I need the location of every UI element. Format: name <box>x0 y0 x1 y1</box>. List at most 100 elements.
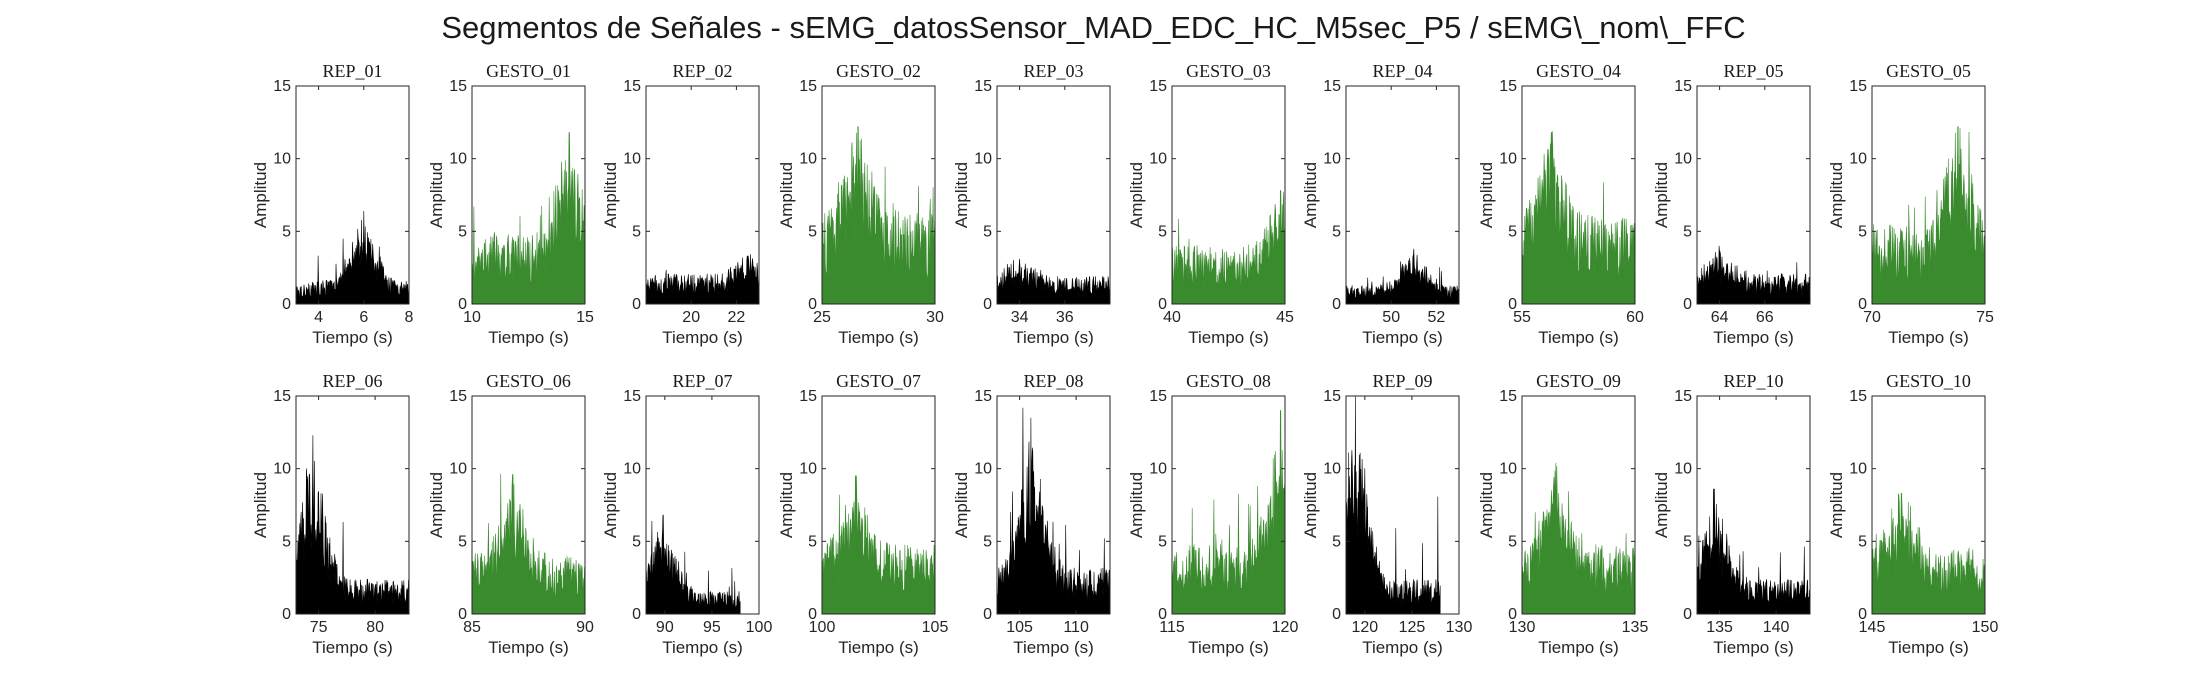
y-tick-label: 0 <box>458 296 467 313</box>
y-tick-label: 10 <box>1149 151 1167 168</box>
y-tick-label: 0 <box>458 606 467 623</box>
subplot-title: GESTO_10 <box>1886 371 1971 391</box>
signal-trace <box>1345 395 1441 615</box>
y-tick-label: 5 <box>1508 533 1517 550</box>
x-axis-label: Tiempo (s) <box>1888 638 1969 657</box>
y-axis-label: Amplitud <box>1652 472 1671 538</box>
axes-box <box>1345 85 1460 305</box>
y-tick-label: 10 <box>1323 461 1341 478</box>
x-axis-label: Tiempo (s) <box>838 638 919 657</box>
x-axis-label: Tiempo (s) <box>1188 638 1269 657</box>
x-tick-label: 120 <box>1272 619 1299 636</box>
x-tick-label: 145 <box>1859 619 1886 636</box>
y-tick-label: 10 <box>273 461 291 478</box>
y-tick-label: 0 <box>1683 296 1692 313</box>
y-tick-label: 5 <box>983 533 992 550</box>
x-tick-label: 50 <box>1382 309 1400 326</box>
subplot-title: GESTO_08 <box>1186 371 1271 391</box>
x-tick-label: 95 <box>703 619 721 636</box>
subplot-rep-03: REP_03 0 5 10 15 34 36 Tiempo (s) Amplitud <box>952 61 1111 347</box>
y-tick-label: 5 <box>1158 533 1167 550</box>
y-axis-label: Amplitud <box>1301 162 1320 228</box>
y-tick-label: 15 <box>974 78 992 95</box>
subplot-title: REP_02 <box>672 61 732 81</box>
axes-box <box>1871 85 1986 305</box>
x-tick-label: 90 <box>576 619 594 636</box>
x-axis-label: Tiempo (s) <box>1362 328 1443 347</box>
x-axis-label: Tiempo (s) <box>312 328 393 347</box>
x-tick-label: 75 <box>1976 309 1994 326</box>
y-tick-label: 5 <box>1158 223 1167 240</box>
axes-box <box>645 85 760 305</box>
x-axis-label: Tiempo (s) <box>1013 638 1094 657</box>
y-tick-label: 5 <box>808 223 817 240</box>
subplot-title: GESTO_01 <box>486 61 571 81</box>
x-tick-label: 30 <box>926 309 944 326</box>
y-axis-label: Amplitud <box>1301 472 1320 538</box>
axes-box <box>645 395 760 615</box>
y-tick-label: 0 <box>1858 606 1867 623</box>
y-tick-label: 10 <box>1499 151 1517 168</box>
x-axis-label: Tiempo (s) <box>1713 328 1794 347</box>
x-tick-label: 130 <box>1509 619 1536 636</box>
y-tick-label: 5 <box>1683 223 1692 240</box>
y-tick-label: 10 <box>799 151 817 168</box>
y-tick-label: 15 <box>1323 388 1341 405</box>
y-tick-label: 5 <box>282 223 291 240</box>
y-tick-label: 15 <box>1674 78 1692 95</box>
y-tick-label: 5 <box>1683 533 1692 550</box>
y-tick-label: 0 <box>808 606 817 623</box>
signal-trace <box>1871 493 1986 615</box>
subplot-rep-04: REP_04 0 5 10 15 50 52 Tiempo (s) Amplitud <box>1301 61 1460 347</box>
subplot-title: GESTO_09 <box>1536 371 1621 391</box>
x-tick-label: 25 <box>813 309 831 326</box>
y-tick-label: 0 <box>282 296 291 313</box>
subplot-rep-05: REP_05 0 5 10 15 64 66 Tiempo (s) Amplitud <box>1652 61 1811 347</box>
y-axis-label: Amplitud <box>1477 162 1496 228</box>
x-tick-label: 130 <box>1446 619 1473 636</box>
subplot-rep-01: REP_01 0 5 10 15 4 6 8 Tiempo (s) Amplitud <box>251 61 414 347</box>
y-tick-label: 5 <box>632 223 641 240</box>
y-tick-label: 10 <box>1323 151 1341 168</box>
signal-trace <box>821 475 936 615</box>
y-tick-label: 15 <box>1149 78 1167 95</box>
y-axis-label: Amplitud <box>1652 162 1671 228</box>
y-axis-label: Amplitud <box>1127 472 1146 538</box>
x-axis-label: Tiempo (s) <box>1188 328 1269 347</box>
y-tick-label: 15 <box>799 388 817 405</box>
axes-box <box>471 85 586 305</box>
x-tick-label: 100 <box>746 619 773 636</box>
x-tick-label: 20 <box>682 309 700 326</box>
y-axis-label: Amplitud <box>251 162 270 228</box>
axes-box <box>1171 395 1286 615</box>
x-tick-label: 36 <box>1056 309 1074 326</box>
y-tick-label: 0 <box>983 296 992 313</box>
subplot-title: GESTO_03 <box>1186 61 1271 81</box>
y-tick-label: 0 <box>1683 606 1692 623</box>
y-tick-label: 10 <box>449 151 467 168</box>
y-tick-label: 15 <box>799 78 817 95</box>
signal-trace <box>645 514 741 615</box>
x-tick-label: 60 <box>1626 309 1644 326</box>
x-tick-label: 10 <box>463 309 481 326</box>
y-axis-label: Amplitud <box>1827 162 1846 228</box>
x-tick-label: 115 <box>1159 619 1185 636</box>
y-axis-label: Amplitud <box>952 162 971 228</box>
subplot-rep-10: REP_10 0 5 10 15 135 140 Tiempo (s) Amplitud <box>1652 371 1811 657</box>
x-tick-label: 4 <box>314 309 323 326</box>
x-tick-label: 55 <box>1513 309 1531 326</box>
y-tick-label: 0 <box>1858 296 1867 313</box>
y-tick-label: 5 <box>458 223 467 240</box>
y-tick-label: 0 <box>1332 606 1341 623</box>
signal-trace <box>1521 462 1636 615</box>
x-tick-label: 15 <box>576 309 594 326</box>
y-tick-label: 15 <box>1149 388 1167 405</box>
axes-box <box>1171 85 1286 305</box>
y-axis-label: Amplitud <box>1827 472 1846 538</box>
signal-trace <box>1696 488 1811 615</box>
x-tick-label: 105 <box>1006 619 1033 636</box>
y-axis-label: Amplitud <box>1477 472 1496 538</box>
